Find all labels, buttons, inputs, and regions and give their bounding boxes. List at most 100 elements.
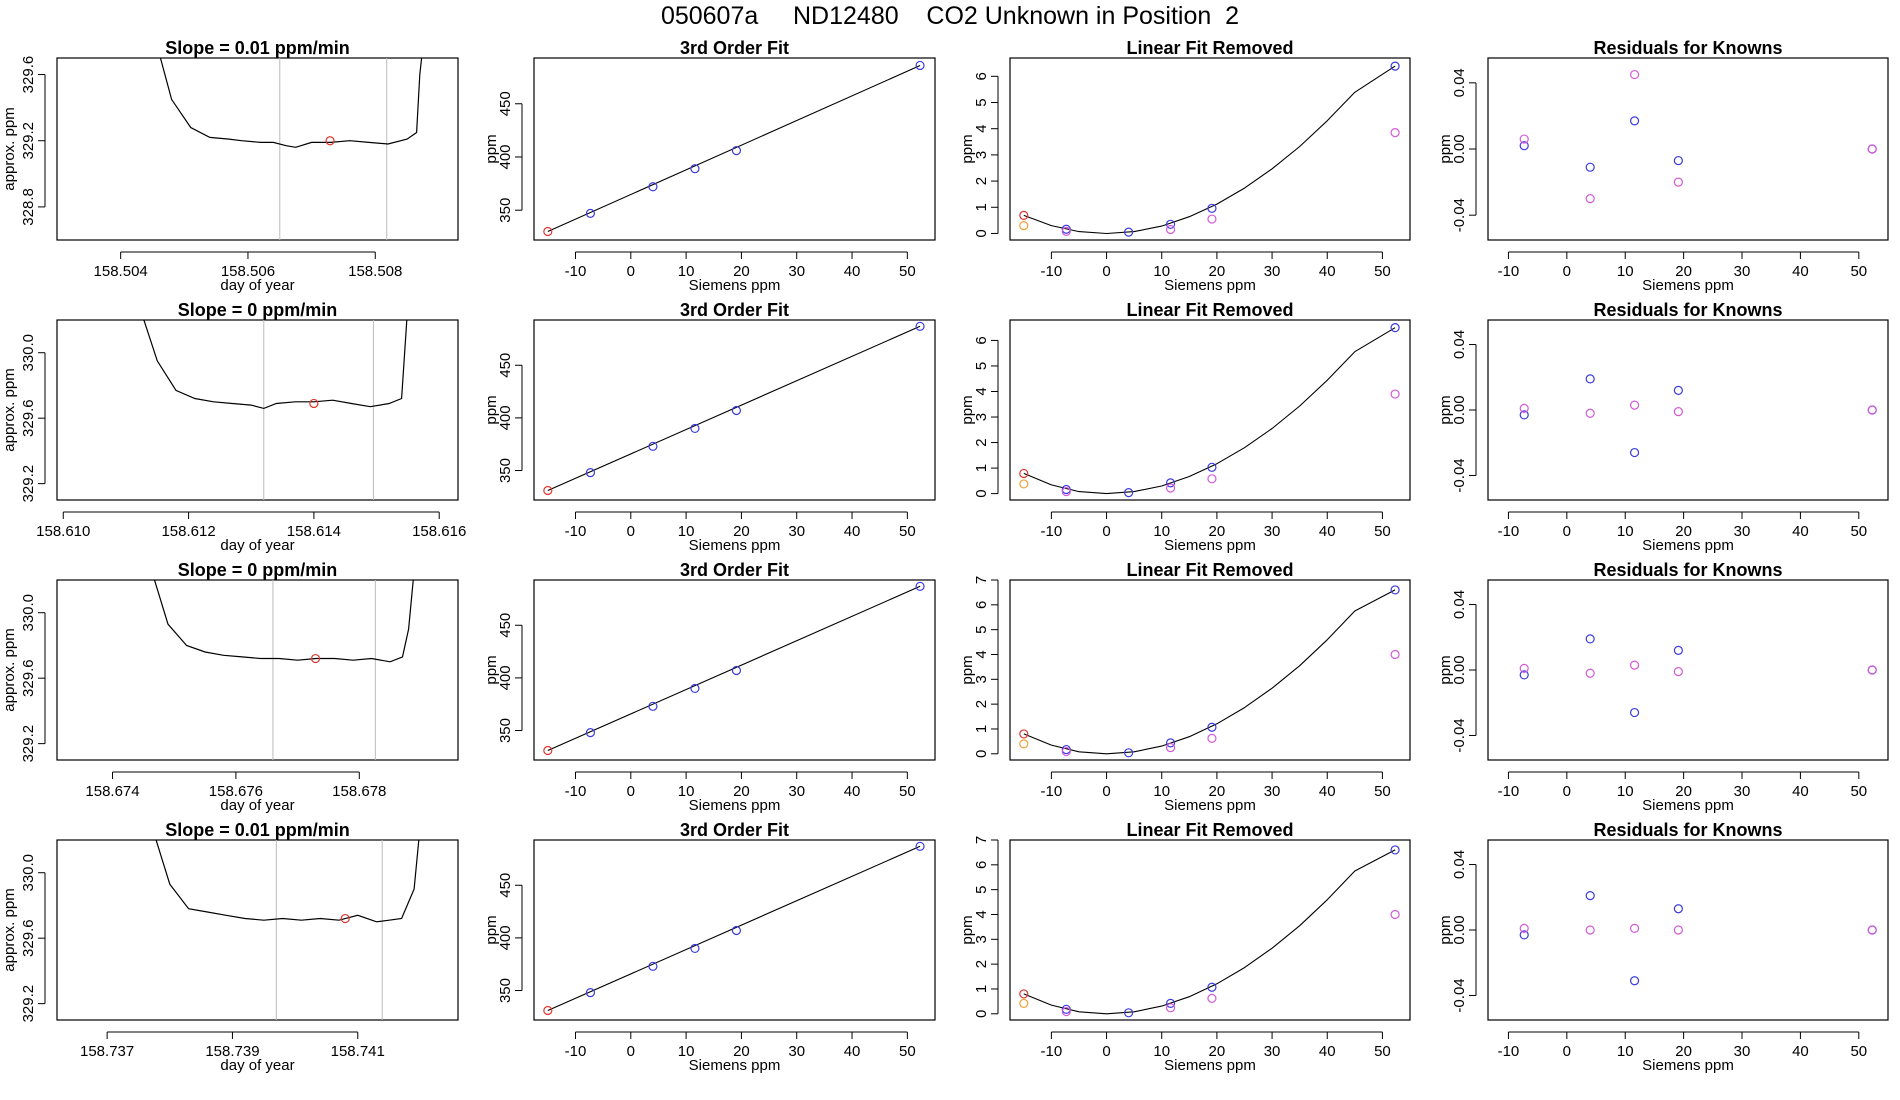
y-tick-label: 0 xyxy=(973,229,990,237)
y-tick-label: 350 xyxy=(497,718,514,743)
data-point-orange xyxy=(1019,739,1029,749)
y-tick-label: 5 xyxy=(973,98,990,106)
x-axis-label: Siemens ppm xyxy=(1164,1057,1256,1074)
x-tick-label: 158.674 xyxy=(85,783,139,800)
data-point-magenta xyxy=(1061,486,1071,497)
plot-data xyxy=(1519,374,1877,458)
data-point-blue xyxy=(648,961,658,971)
plot-frame xyxy=(1009,57,1411,241)
x-tick-label: -10 xyxy=(1041,1043,1063,1060)
data-point-magenta xyxy=(1165,742,1176,753)
plot-frame xyxy=(56,839,459,1021)
data-point-blue xyxy=(1390,323,1400,333)
y-tick-label: 330.0 xyxy=(20,854,37,892)
chart-title: Residuals for Knowns xyxy=(1593,820,1782,840)
plot-data xyxy=(1519,69,1877,204)
y-tick-label: 1 xyxy=(973,985,990,993)
plot-data xyxy=(1019,61,1400,237)
x-tick-label: 0 xyxy=(1102,263,1110,280)
x-tick-label: 158.612 xyxy=(161,523,215,540)
x-axis: -10 0 10 20 30 40 50 Siemens ppm xyxy=(1498,771,1867,814)
y-axis-label: approx. ppm xyxy=(1,107,18,190)
chart-title: Residuals for Knowns xyxy=(1593,300,1782,320)
data-point-blue xyxy=(1165,998,1176,1008)
data-point-magenta xyxy=(1061,746,1071,757)
x-tick-label: 20 xyxy=(1209,1043,1226,1060)
plot-data xyxy=(1519,634,1877,718)
x-tick-label: 10 xyxy=(678,1043,695,1060)
x-tick-label: 10 xyxy=(1153,263,1170,280)
data-point-blue xyxy=(731,145,742,156)
chart-panel-fit3-row4: 3rd Order Fit -10 0 10 20 30 40 50 Siemens ppm 35… xyxy=(483,820,936,1074)
x-axis-label: Siemens ppm xyxy=(689,537,781,554)
y-tick-label: 450 xyxy=(497,353,514,378)
data-point-blue xyxy=(1585,634,1595,644)
plot-data xyxy=(1019,845,1400,1018)
y-axis-label: ppm xyxy=(483,655,500,684)
data-point-blue xyxy=(915,841,925,851)
data-point-magenta xyxy=(1519,923,1529,933)
data-point-magenta xyxy=(1629,923,1640,933)
data-point-magenta xyxy=(1390,649,1400,660)
y-tick-label: 329.2 xyxy=(20,725,37,763)
x-axis: -10 0 10 20 30 40 50 Siemens ppm xyxy=(565,251,916,294)
x-axis: -10 0 10 20 30 40 50 Siemens ppm xyxy=(1498,511,1867,554)
y-tick-label: 328.8 xyxy=(20,188,37,226)
y-axis-label: approx. ppm xyxy=(1,368,18,451)
x-axis-label: day of year xyxy=(220,797,294,814)
data-point-magenta xyxy=(1061,226,1071,236)
data-point-blue xyxy=(1124,227,1134,237)
y-axis-label: approx. ppm xyxy=(1,628,18,711)
data-point-blue xyxy=(1165,478,1176,488)
x-tick-label: 40 xyxy=(1319,1043,1336,1060)
plot-data xyxy=(1019,323,1400,498)
data-point-blue xyxy=(690,683,700,694)
y-tick-label: 1 xyxy=(973,203,990,211)
y-tick-label: 350 xyxy=(497,458,514,483)
y-tick-label: 330.0 xyxy=(20,334,37,372)
x-axis: -10 0 10 20 30 40 50 Siemens ppm xyxy=(565,511,916,554)
y-tick-label: 5 xyxy=(973,362,990,370)
x-tick-label: 50 xyxy=(899,263,916,280)
x-tick-label: 20 xyxy=(1675,523,1692,540)
data-point-blue xyxy=(915,581,925,591)
data-point-red xyxy=(543,226,553,237)
x-tick-label: 20 xyxy=(1209,783,1226,800)
x-tick-label: 40 xyxy=(1792,783,1809,800)
page-title: 050607a ND12480 CO2 Unknown in Position … xyxy=(660,2,1240,30)
x-tick-label: 40 xyxy=(1319,263,1336,280)
chart-title: Slope = 0.01 ppm/min xyxy=(165,820,350,840)
data-point-blue xyxy=(1673,385,1683,395)
data-point-blue xyxy=(648,701,658,711)
chart-title: 3rd Order Fit xyxy=(680,38,789,58)
data-point-blue xyxy=(1585,891,1595,901)
x-tick-label: 40 xyxy=(844,783,861,800)
x-axis-label: day of year xyxy=(220,277,294,294)
y-tick-label: 0.00 xyxy=(1451,395,1468,424)
data-point-red xyxy=(1019,468,1029,479)
data-point-blue xyxy=(690,164,700,174)
x-tick-label: -10 xyxy=(565,523,587,540)
plot-frame xyxy=(1009,579,1411,761)
x-tick-label: 158.506 xyxy=(221,263,275,280)
x-axis: 158.674 158.676 158.678 day of year xyxy=(85,771,386,814)
x-axis: 158.504 158.506 158.508 day of year xyxy=(94,251,402,294)
x-tick-label: 20 xyxy=(733,783,750,800)
data-point-blue xyxy=(1629,116,1640,126)
y-tick-label: 450 xyxy=(497,613,514,638)
chart-panel-fit3-row3: 3rd Order Fit -10 0 10 20 30 40 50 Siemens ppm 35… xyxy=(483,560,936,814)
x-tick-label: 10 xyxy=(1153,783,1170,800)
marker-point xyxy=(309,398,319,409)
y-tick-label: -0.04 xyxy=(1451,198,1468,232)
data-point-magenta xyxy=(1867,665,1877,675)
plot-frame xyxy=(56,319,459,501)
data-point-magenta xyxy=(1867,144,1877,154)
y-tick-label: 6 xyxy=(973,336,990,344)
x-tick-label: 10 xyxy=(1617,263,1634,280)
marker-point xyxy=(340,913,350,924)
data-point-blue xyxy=(585,988,596,998)
plot-data xyxy=(159,58,423,240)
data-point-blue xyxy=(1390,845,1400,855)
